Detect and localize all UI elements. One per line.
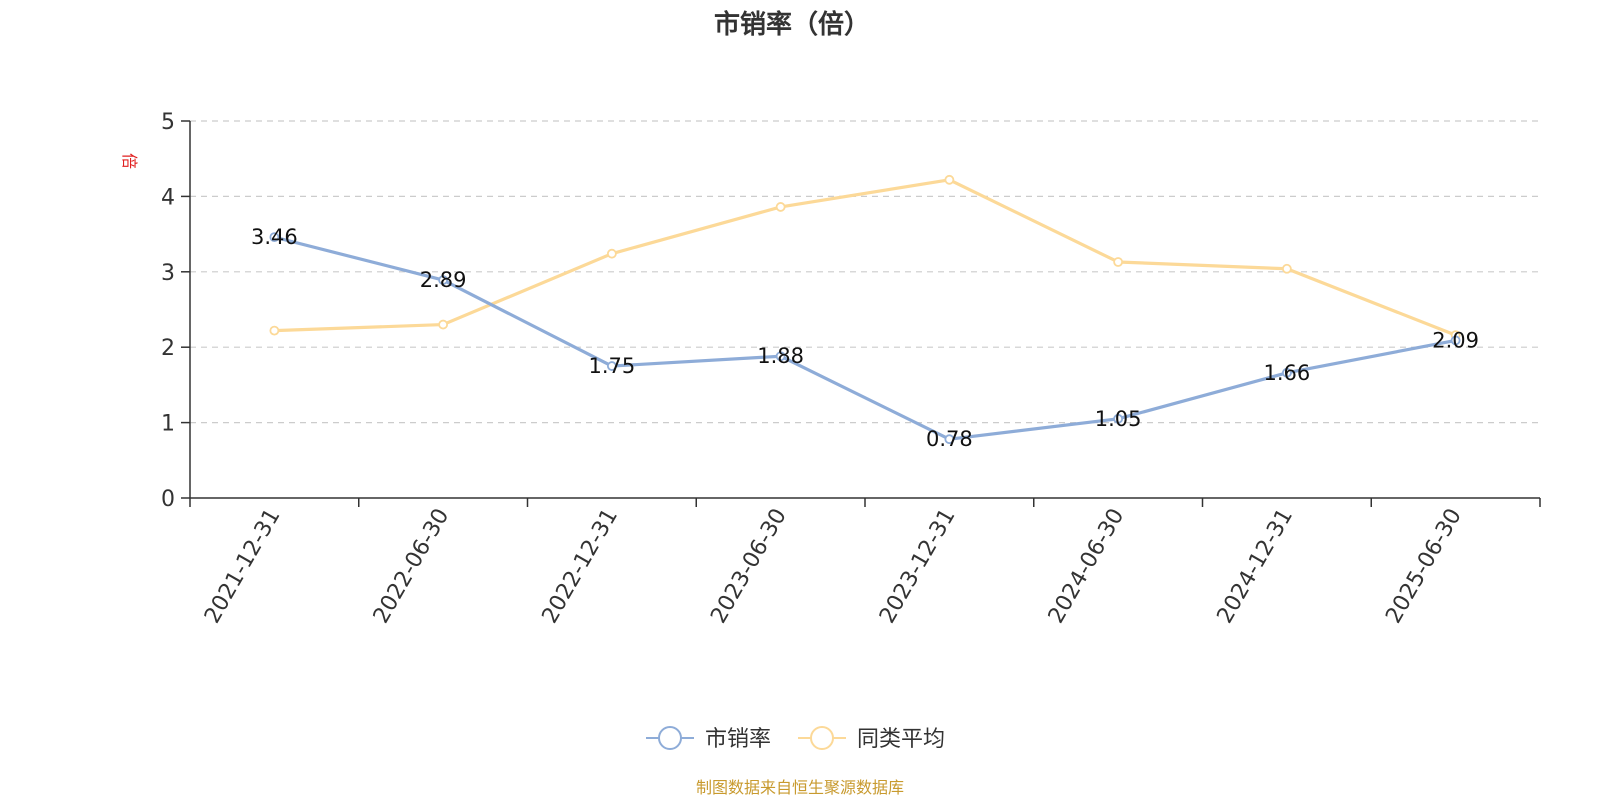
y-axis-unit-label: 倍 (120, 153, 139, 169)
chart-title: 市销率（倍） (714, 9, 870, 40)
y-tick-label-5: 5 (161, 110, 175, 135)
legend-label-series-1: 市销率 (705, 727, 771, 752)
series-lines (269, 174, 1461, 445)
series-1-data-label-1: 2.89 (420, 268, 467, 292)
series-line-2 (274, 178, 1457, 337)
series-2-point-4 (944, 174, 955, 185)
series-1-data-label-3: 1.88 (757, 344, 804, 368)
series-2-point-0 (269, 325, 280, 336)
series-1-point-2 (606, 361, 617, 371)
series-2-point-3 (775, 202, 786, 212)
series-1-data-label-0: 3.46 (251, 225, 298, 249)
series-2-point-1 (438, 319, 449, 330)
axes: 0 1 2 3 4 5 2021-12-31 2022-06-30 2022-12-31 2023… (161, 110, 1541, 628)
series-1-point-4 (944, 434, 955, 445)
x-tick-label-3: 2023-06-30 (706, 505, 792, 628)
series-1-point-3 (775, 351, 786, 362)
y-tick-label-4: 4 (161, 185, 175, 210)
legend[interactable]: 市销率 同类平均 (646, 726, 945, 752)
series-1-point-0 (269, 232, 280, 243)
y-tick-label-2: 2 (161, 336, 175, 361)
x-tick-label-4: 2023-12-31 (875, 505, 961, 628)
series-1-point-6 (1281, 367, 1292, 378)
series-2-point-5 (1113, 257, 1124, 267)
grid-lines (190, 120, 1540, 424)
y-tick-label-3: 3 (161, 261, 175, 286)
legend-label-series-2: 同类平均 (857, 727, 945, 752)
legend-marker-circle-series-1 (658, 726, 682, 750)
x-tick-label-2: 2022-12-31 (537, 505, 623, 628)
data-labels: 3.46 2.89 1.75 1.88 0.78 1.05 1.66 2.09 (251, 225, 1479, 451)
legend-item-series-1[interactable]: 市销率 (646, 726, 771, 752)
x-tick-label-5: 2024-06-30 (1044, 505, 1130, 628)
series-2-point-2 (606, 248, 617, 259)
x-tick-label-0: 2021-12-31 (200, 505, 286, 628)
y-tick-label-1: 1 (161, 412, 175, 437)
data-source-note: 制图数据来自恒生聚源数据库 (696, 778, 904, 797)
legend-item-series-2[interactable]: 同类平均 (798, 726, 945, 752)
y-tick-label-0: 0 (161, 487, 175, 512)
series-1-data-label-7: 2.09 (1432, 328, 1479, 352)
series-1-data-label-2: 1.75 (588, 354, 635, 378)
series-1-point-7 (1450, 335, 1461, 346)
series-1-point-5 (1113, 413, 1124, 424)
legend-marker-circle-series-2 (810, 726, 834, 750)
x-tick-label-6: 2024-12-31 (1212, 505, 1298, 628)
series-1-data-label-5: 1.05 (1095, 407, 1142, 431)
x-tick-label-7: 2025-06-30 (1381, 505, 1467, 628)
series-1-data-label-4: 0.78 (926, 427, 973, 451)
series-line-1 (273, 235, 1456, 441)
series-2-point-6 (1281, 263, 1292, 274)
series-1-data-label-6: 1.66 (1263, 361, 1310, 385)
x-tick-label-1: 2022-06-30 (369, 505, 455, 628)
series-1-point-1 (438, 275, 449, 285)
